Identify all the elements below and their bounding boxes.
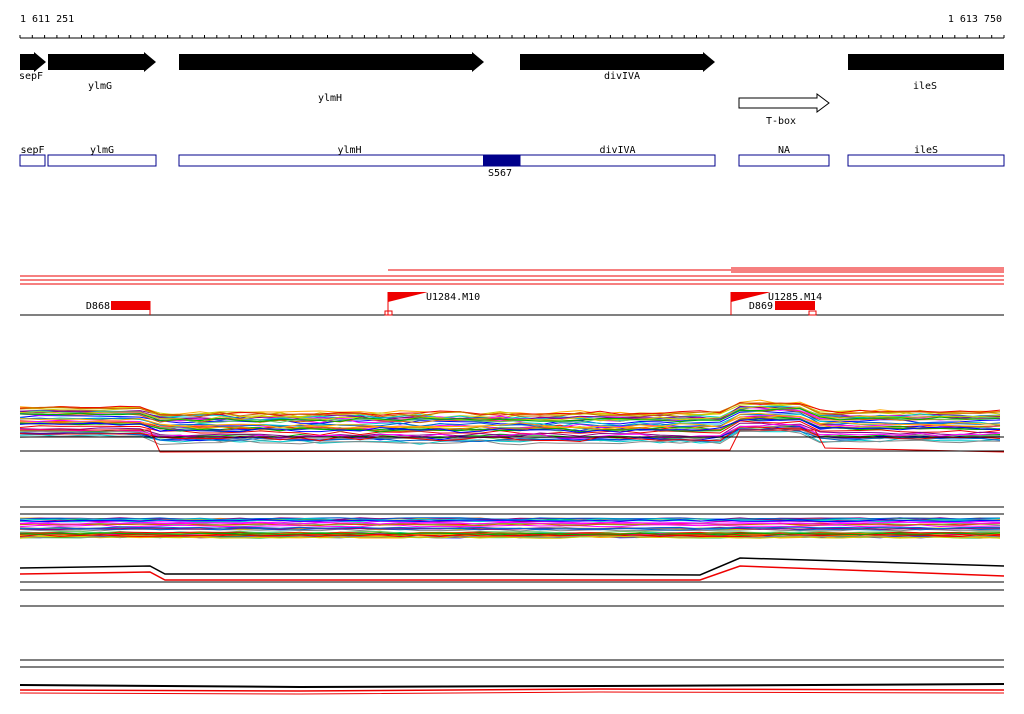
profile-line bbox=[20, 526, 1001, 530]
profile-line bbox=[19, 408, 1001, 423]
annotation-box bbox=[519, 154, 716, 167]
profile-line bbox=[19, 429, 1001, 446]
gene-label: ylmH bbox=[318, 93, 342, 104]
profile-line bbox=[19, 418, 1001, 434]
profile-line bbox=[19, 683, 1005, 689]
feature-label: D869 bbox=[749, 301, 773, 312]
annotation-box bbox=[178, 154, 521, 167]
feature-flag bbox=[388, 292, 428, 302]
feature-flag bbox=[731, 292, 771, 302]
profile-line bbox=[19, 527, 1001, 530]
profile-line bbox=[19, 402, 1001, 418]
annotation-box bbox=[19, 154, 46, 167]
profile-line bbox=[19, 557, 1005, 576]
profile-line bbox=[19, 691, 1005, 695]
annotation-box bbox=[738, 154, 830, 167]
feature-label: D868 bbox=[86, 301, 110, 312]
feature-block bbox=[111, 301, 150, 310]
profile-line bbox=[19, 521, 1001, 525]
annotation-label: ylmG bbox=[90, 145, 114, 156]
start-coordinate: 1 611 251 bbox=[20, 14, 74, 25]
feature-label: U1284.M10 bbox=[426, 292, 480, 303]
feature-label: U1285.M14 bbox=[768, 292, 822, 303]
gene-label: ileS bbox=[913, 81, 937, 92]
gene-arrow bbox=[848, 54, 1004, 70]
profile-line bbox=[19, 520, 1001, 524]
profile-line bbox=[19, 423, 1001, 439]
terminator-label: T-box bbox=[766, 116, 796, 127]
end-coordinate: 1 613 750 bbox=[948, 14, 1002, 25]
profile-line bbox=[19, 533, 1001, 538]
annotation-highlight bbox=[483, 155, 520, 166]
annotation-label: ileS bbox=[914, 145, 938, 156]
annotation-label: divIVA bbox=[599, 145, 635, 156]
annotation-box bbox=[47, 154, 157, 167]
gene-arrow bbox=[48, 52, 156, 72]
gene-arrow bbox=[20, 52, 46, 72]
annotation-highlight-label: S567 bbox=[488, 168, 512, 179]
profile-line bbox=[19, 405, 1001, 421]
profile-line bbox=[19, 524, 1001, 528]
profile-line bbox=[20, 429, 1005, 453]
profile-line bbox=[19, 412, 1001, 428]
gene-arrow bbox=[520, 52, 715, 72]
annotation-label: NA bbox=[778, 145, 790, 156]
profile-line bbox=[19, 565, 1005, 581]
profile-line bbox=[19, 688, 1005, 692]
terminator-arrow bbox=[738, 93, 830, 113]
gene-arrow bbox=[179, 52, 484, 72]
gene-label: sepF bbox=[19, 71, 43, 82]
profile-line bbox=[19, 532, 1001, 536]
profile-line bbox=[19, 412, 1001, 429]
annotation-box bbox=[847, 154, 1005, 167]
annotation-label: sepF bbox=[20, 145, 44, 156]
profile-line bbox=[19, 519, 1001, 523]
gene-label: ylmG bbox=[88, 81, 112, 92]
feature-box bbox=[384, 310, 393, 316]
profile-line bbox=[19, 535, 1001, 539]
feature-block bbox=[775, 301, 815, 310]
annotation-label: ylmH bbox=[337, 145, 361, 156]
feature-box bbox=[808, 310, 817, 316]
gene-label: divIVA bbox=[604, 71, 640, 82]
